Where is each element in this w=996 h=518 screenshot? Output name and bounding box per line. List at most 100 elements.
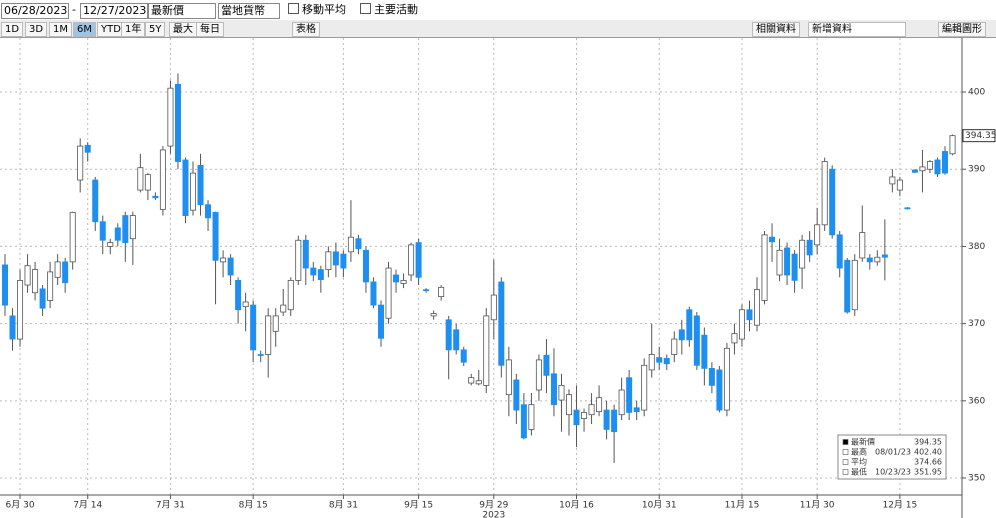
start-date[interactable]: 06/28/2023 (1, 3, 69, 19)
period-button[interactable]: 1年 (121, 22, 146, 37)
candle-body (829, 168, 836, 236)
x-year-label: 2023 (482, 511, 505, 518)
x-tick-label: 9月 29 (479, 500, 508, 511)
candle-body (588, 404, 595, 416)
candle-body (355, 238, 362, 250)
candle-body (242, 301, 249, 308)
candle-body (761, 234, 768, 301)
candle-body (528, 404, 535, 430)
period-button[interactable]: 3D (25, 22, 48, 37)
candle-body (182, 159, 189, 216)
candle-body (648, 354, 655, 371)
candle-body (543, 354, 550, 376)
candle-body (769, 236, 776, 243)
period-button[interactable]: 6M (73, 22, 96, 37)
candle-body (129, 215, 136, 240)
candle-body (708, 367, 715, 386)
period-bar: 每日 表格 相關資料 新增資料 編輯圖形 1D 3D 1M 6M YTD 1年 5Y 最大 (0, 20, 996, 38)
key-events[interactable]: 主要活動 (360, 3, 418, 17)
candle-body (408, 244, 415, 276)
candle-body (99, 221, 106, 241)
add-data[interactable]: 新增資料 (808, 22, 906, 37)
candle-body (949, 135, 956, 155)
candle-body (889, 176, 896, 185)
period-button[interactable]: 1D (1, 22, 24, 37)
y-tick-label: 380 (968, 242, 985, 252)
legend-date: 08/01/23 (875, 448, 911, 457)
moving-average-text: 移動平均 (302, 3, 346, 16)
candle-body (340, 253, 347, 269)
candle-body (302, 239, 309, 269)
legend-value: 351.95 (914, 468, 942, 477)
x-tick-label: 11月 15 (725, 500, 760, 511)
period-button[interactable]: 5Y (145, 22, 166, 37)
candle-body (325, 251, 332, 270)
candle-body (836, 234, 843, 269)
candle-body (603, 409, 610, 430)
candle-body (926, 161, 933, 170)
candle-body (32, 269, 39, 294)
period-button[interactable]: 最大 (169, 22, 197, 37)
candle-body (265, 315, 272, 355)
candle-body (280, 304, 287, 313)
candle-body (566, 394, 573, 416)
related-button[interactable]: 相關資料 (752, 22, 800, 37)
candle-body (513, 379, 520, 411)
x-tick-label: 10月 16 (559, 500, 594, 511)
candle-body (84, 144, 91, 153)
candle-body (498, 281, 505, 366)
toolbar: 06/28/2023 - 12/27/2023 最新價 當地貨幣 移動平均 主要… (0, 0, 996, 21)
candle-body (17, 279, 24, 340)
candle-body (716, 369, 723, 411)
candle-body (159, 149, 166, 210)
candle-body (731, 333, 738, 344)
candle-body (250, 304, 257, 351)
candle-body (641, 364, 648, 411)
field-select[interactable]: 最新價 (148, 3, 216, 19)
legend-label: 最高 (851, 447, 867, 457)
candle-body (678, 329, 685, 341)
x-tick-label: 6月 30 (6, 500, 35, 511)
price-tag-label: 394.35 (965, 131, 996, 141)
legend-value: 394.35 (914, 438, 942, 447)
candle-body (799, 239, 806, 269)
candle-body (618, 389, 625, 416)
end-date[interactable]: 12/27/2023 (80, 3, 148, 19)
candle-body (701, 334, 708, 369)
candle-body (866, 257, 873, 263)
currency-select[interactable]: 當地貨幣 (218, 3, 280, 19)
table-button[interactable]: 表格 (292, 22, 320, 37)
candle-body (257, 354, 264, 356)
legend-marker (842, 459, 849, 465)
candle-body (362, 249, 369, 283)
candle-body (430, 313, 437, 317)
candle-body (2, 264, 8, 306)
candle-body (453, 329, 460, 351)
candle-body (558, 384, 565, 401)
y-tick-label: 350 (968, 474, 985, 484)
period-button[interactable]: 1M (49, 22, 72, 37)
legend-marker (842, 469, 849, 475)
frequency[interactable]: 每日 (196, 22, 224, 37)
candle-body (806, 239, 813, 256)
x-tick-label: 12月 15 (882, 500, 917, 511)
y-tick-label: 400 (968, 88, 985, 98)
candle-body (686, 309, 693, 341)
candle-body (317, 269, 324, 281)
candle-body (596, 397, 603, 413)
edit-chart[interactable]: 編輯圖形 (938, 22, 986, 37)
candle-body (69, 212, 76, 263)
candle-body (220, 257, 227, 263)
candle-body (468, 377, 475, 384)
legend-date: 10/23/23 (875, 468, 911, 477)
candle-body (445, 319, 452, 351)
candle-body (663, 357, 670, 365)
candle-body (784, 247, 791, 276)
candle-body (167, 87, 174, 147)
candle-body (581, 412, 588, 419)
legend-value: 374.66 (914, 458, 942, 467)
legend: 最新價 394.35 最高 08/01/23 402.40 平均 374.66 最低 10/23… (837, 434, 947, 480)
candle-body (633, 407, 640, 413)
moving-average[interactable]: 移動平均 (288, 3, 346, 17)
candle-body (174, 83, 181, 162)
